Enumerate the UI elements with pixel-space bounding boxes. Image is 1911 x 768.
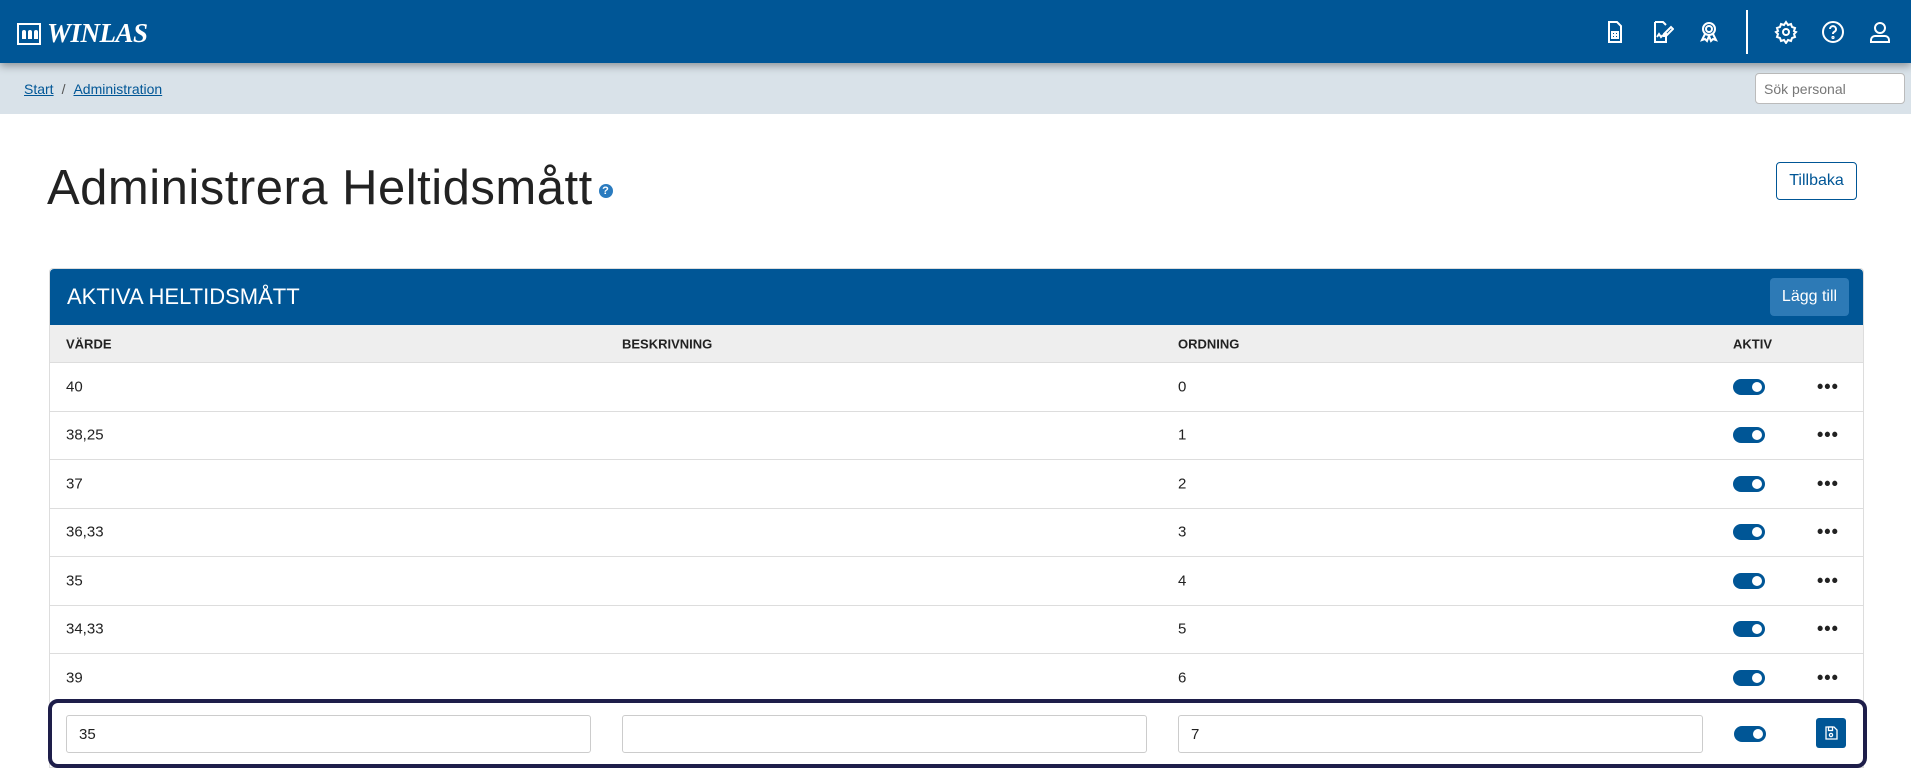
active-toggle[interactable]: [1733, 524, 1765, 541]
award-icon[interactable]: [1685, 12, 1732, 52]
cell-value: 36,33: [66, 523, 104, 541]
logo-people-icon: [17, 22, 41, 45]
more-options-icon[interactable]: •••: [1817, 667, 1839, 688]
panel-header: AKTIVA HELTIDSMÅTT Lägg till: [50, 269, 1863, 325]
breadcrumb-bar: Start / Administration: [0, 63, 1911, 114]
active-toggle[interactable]: [1733, 378, 1765, 395]
cell-order: 6: [1178, 669, 1187, 687]
edit-row: [48, 699, 1867, 768]
table-row: 40 0 •••: [50, 363, 1863, 412]
more-options-icon[interactable]: •••: [1817, 376, 1839, 397]
search-personnel-input[interactable]: [1755, 73, 1905, 104]
winlas-logo[interactable]: WINLAS: [17, 18, 148, 49]
table-row: 35 4 •••: [50, 557, 1863, 606]
page-title-text: Administrera Heltidsmått: [47, 161, 593, 215]
more-options-icon[interactable]: •••: [1817, 424, 1839, 445]
column-header-value[interactable]: VÄRDE: [66, 336, 112, 351]
signature-doc-icon[interactable]: [1638, 12, 1685, 52]
cell-order: 4: [1178, 572, 1187, 590]
cell-order: 1: [1178, 426, 1187, 444]
cell-value: 40: [66, 378, 83, 396]
cell-value: 38,25: [66, 426, 104, 444]
more-options-icon[interactable]: •••: [1817, 618, 1839, 639]
cell-value: 34,33: [66, 620, 104, 638]
active-toggle[interactable]: [1733, 475, 1765, 492]
table-row: 34,33 5 •••: [50, 606, 1863, 654]
order-input[interactable]: [1178, 715, 1703, 753]
active-toggle[interactable]: [1734, 726, 1766, 742]
page-title: Administrera Heltidsmått?: [47, 160, 613, 216]
cell-order: 0: [1178, 378, 1187, 396]
column-header-order[interactable]: ORDNING: [1178, 336, 1240, 351]
description-input[interactable]: [622, 715, 1147, 753]
cell-value: 37: [66, 475, 83, 493]
column-header-active[interactable]: AKTIV: [1733, 336, 1772, 351]
table-row: 36,33 3 •••: [50, 509, 1863, 557]
user-icon[interactable]: [1856, 12, 1903, 52]
active-fulltime-panel: AKTIVA HELTIDSMÅTT Lägg till VÄRDE BESKR…: [48, 268, 1867, 768]
cell-value: 35: [66, 572, 83, 590]
help-icon[interactable]: ?: [598, 184, 613, 199]
cell-value: 39: [66, 669, 83, 687]
table-row: 38,25 1 •••: [50, 412, 1863, 460]
active-toggle[interactable]: [1733, 572, 1765, 589]
back-button[interactable]: Tillbaka: [1776, 162, 1857, 200]
column-header-description[interactable]: BESKRIVNING: [622, 336, 713, 351]
divider: [1746, 9, 1748, 54]
panel-title: AKTIVA HELTIDSMÅTT: [67, 284, 300, 309]
value-input[interactable]: [66, 715, 591, 753]
table-row: 39 6 •••: [50, 654, 1863, 703]
active-toggle[interactable]: [1733, 669, 1765, 686]
breadcrumb-start[interactable]: Start: [24, 81, 54, 97]
logo-text: WINLAS: [47, 18, 148, 48]
more-options-icon[interactable]: •••: [1817, 570, 1839, 591]
active-toggle[interactable]: [1733, 621, 1765, 638]
cell-order: 5: [1178, 620, 1187, 638]
table-header: VÄRDE BESKRIVNING ORDNING AKTIV: [50, 325, 1863, 363]
breadcrumb: Start / Administration: [24, 81, 162, 97]
more-options-icon[interactable]: •••: [1817, 521, 1839, 542]
active-toggle[interactable]: [1733, 427, 1765, 444]
cell-order: 3: [1178, 523, 1187, 541]
breadcrumb-administration[interactable]: Administration: [73, 81, 163, 97]
help-icon[interactable]: [1809, 12, 1856, 52]
cell-order: 2: [1178, 475, 1187, 493]
more-options-icon[interactable]: •••: [1817, 473, 1839, 494]
table-row: 37 2 •••: [50, 460, 1863, 509]
breadcrumb-separator: /: [61, 81, 66, 97]
gear-icon[interactable]: [1762, 12, 1809, 52]
save-button[interactable]: [1816, 718, 1846, 748]
top-navbar: WINLAS: [0, 0, 1911, 63]
spreadsheet-doc-icon[interactable]: [1591, 12, 1638, 52]
add-button[interactable]: Lägg till: [1770, 278, 1849, 316]
save-floppy-icon: [1825, 726, 1838, 740]
